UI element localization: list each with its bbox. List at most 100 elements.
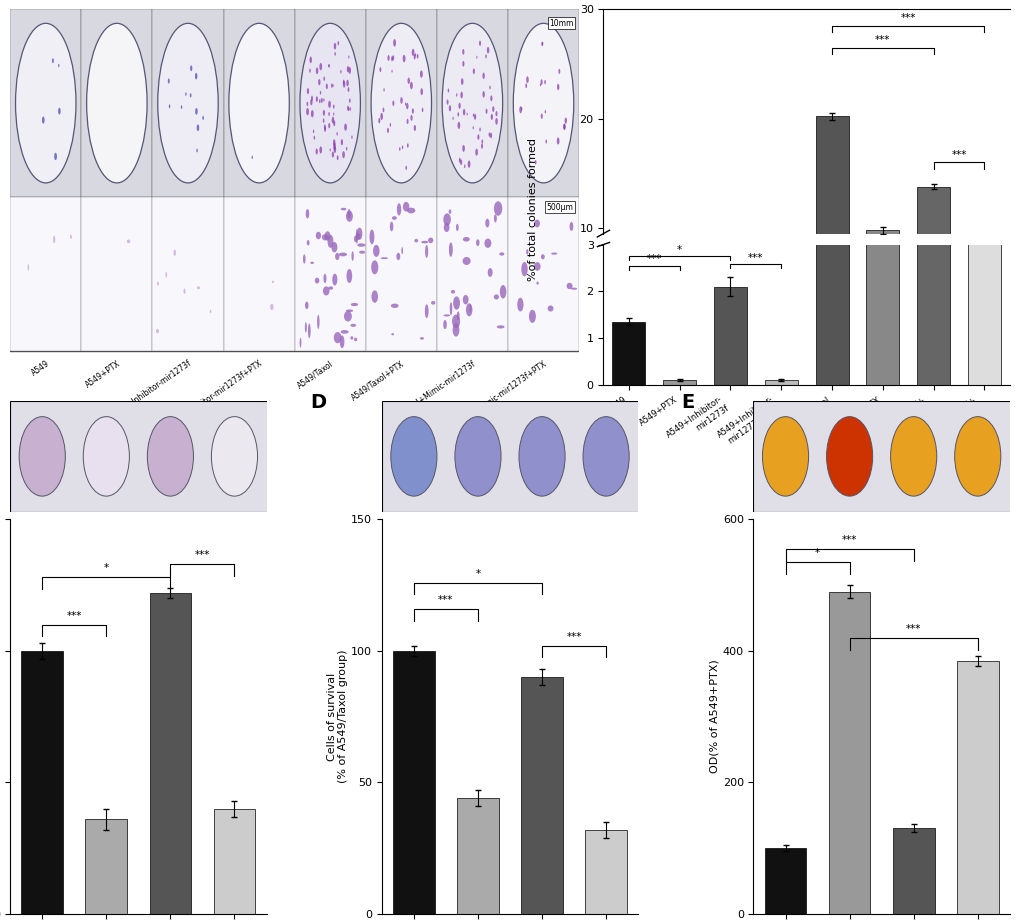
Y-axis label: OD(% of A549+PTX): OD(% of A549+PTX) bbox=[709, 660, 719, 773]
Circle shape bbox=[52, 58, 54, 63]
Ellipse shape bbox=[315, 278, 319, 283]
Circle shape bbox=[324, 126, 326, 132]
Ellipse shape bbox=[305, 302, 309, 309]
Text: ***: *** bbox=[195, 550, 210, 560]
Ellipse shape bbox=[443, 213, 450, 226]
Ellipse shape bbox=[322, 234, 328, 241]
Ellipse shape bbox=[513, 23, 573, 183]
Text: ***: *** bbox=[646, 254, 661, 264]
Circle shape bbox=[351, 136, 353, 139]
Circle shape bbox=[321, 98, 322, 102]
Circle shape bbox=[460, 160, 462, 165]
Circle shape bbox=[180, 105, 182, 109]
Circle shape bbox=[328, 101, 330, 108]
Circle shape bbox=[331, 83, 332, 88]
Circle shape bbox=[347, 87, 350, 92]
Bar bbox=[82, 9, 152, 197]
Circle shape bbox=[447, 89, 448, 92]
Ellipse shape bbox=[343, 311, 352, 321]
Circle shape bbox=[488, 132, 490, 137]
Ellipse shape bbox=[389, 222, 393, 232]
Circle shape bbox=[481, 143, 483, 149]
Bar bbox=[152, 197, 223, 351]
Bar bbox=[585, 830, 627, 914]
Circle shape bbox=[420, 70, 422, 78]
Bar bbox=[436, 197, 507, 351]
Ellipse shape bbox=[303, 255, 306, 264]
Circle shape bbox=[345, 79, 348, 87]
Ellipse shape bbox=[451, 315, 460, 328]
Circle shape bbox=[489, 86, 490, 90]
Circle shape bbox=[485, 54, 486, 58]
Ellipse shape bbox=[521, 262, 527, 276]
Ellipse shape bbox=[493, 214, 496, 222]
Circle shape bbox=[495, 111, 497, 116]
Circle shape bbox=[476, 55, 477, 59]
Circle shape bbox=[307, 102, 308, 106]
Circle shape bbox=[322, 110, 325, 115]
Ellipse shape bbox=[534, 262, 540, 270]
Bar bbox=[662, 337, 696, 338]
Circle shape bbox=[332, 84, 333, 88]
Circle shape bbox=[490, 114, 492, 120]
Text: D: D bbox=[310, 393, 326, 413]
Circle shape bbox=[197, 125, 199, 131]
Circle shape bbox=[464, 164, 465, 168]
Bar bbox=[507, 9, 579, 197]
Circle shape bbox=[401, 146, 403, 150]
Ellipse shape bbox=[327, 234, 333, 248]
Circle shape bbox=[412, 49, 414, 56]
Bar bbox=[865, 231, 899, 338]
Circle shape bbox=[482, 73, 484, 79]
Ellipse shape bbox=[425, 245, 428, 258]
Ellipse shape bbox=[357, 244, 365, 246]
Ellipse shape bbox=[550, 253, 556, 255]
Circle shape bbox=[458, 122, 460, 129]
Ellipse shape bbox=[340, 330, 348, 334]
Ellipse shape bbox=[536, 282, 538, 284]
Bar bbox=[392, 651, 434, 914]
Bar bbox=[967, 81, 1000, 385]
Circle shape bbox=[334, 52, 335, 55]
Circle shape bbox=[410, 114, 413, 121]
Bar bbox=[150, 593, 191, 914]
Text: ***: *** bbox=[747, 253, 763, 263]
Circle shape bbox=[457, 113, 459, 116]
Circle shape bbox=[392, 39, 395, 46]
Circle shape bbox=[479, 41, 481, 46]
Circle shape bbox=[306, 108, 309, 115]
Ellipse shape bbox=[442, 23, 502, 183]
Circle shape bbox=[455, 93, 457, 97]
Circle shape bbox=[340, 139, 342, 145]
Circle shape bbox=[412, 108, 414, 114]
Circle shape bbox=[405, 166, 407, 170]
Circle shape bbox=[390, 56, 392, 62]
Circle shape bbox=[486, 47, 489, 54]
Text: A549+PTX: A549+PTX bbox=[84, 358, 122, 390]
Circle shape bbox=[452, 116, 453, 120]
Circle shape bbox=[340, 70, 341, 74]
Ellipse shape bbox=[345, 309, 353, 312]
Text: *: * bbox=[475, 569, 480, 579]
Y-axis label: Cells of survival
(% of A549/Taxol group): Cells of survival (% of A549/Taxol group… bbox=[326, 650, 348, 784]
Ellipse shape bbox=[420, 337, 424, 340]
Bar bbox=[662, 380, 696, 385]
Text: *: * bbox=[104, 563, 109, 573]
Circle shape bbox=[565, 117, 567, 124]
Ellipse shape bbox=[455, 223, 459, 231]
Ellipse shape bbox=[197, 286, 200, 289]
Ellipse shape bbox=[463, 237, 470, 242]
Circle shape bbox=[324, 125, 326, 129]
Ellipse shape bbox=[173, 249, 176, 256]
Circle shape bbox=[190, 93, 192, 98]
Circle shape bbox=[309, 68, 311, 73]
Circle shape bbox=[539, 83, 540, 87]
Bar bbox=[82, 197, 152, 351]
Ellipse shape bbox=[210, 309, 211, 313]
Ellipse shape bbox=[457, 311, 460, 320]
Ellipse shape bbox=[448, 210, 450, 214]
Ellipse shape bbox=[354, 235, 357, 242]
Circle shape bbox=[541, 42, 543, 45]
Circle shape bbox=[323, 77, 325, 81]
Ellipse shape bbox=[380, 258, 387, 259]
